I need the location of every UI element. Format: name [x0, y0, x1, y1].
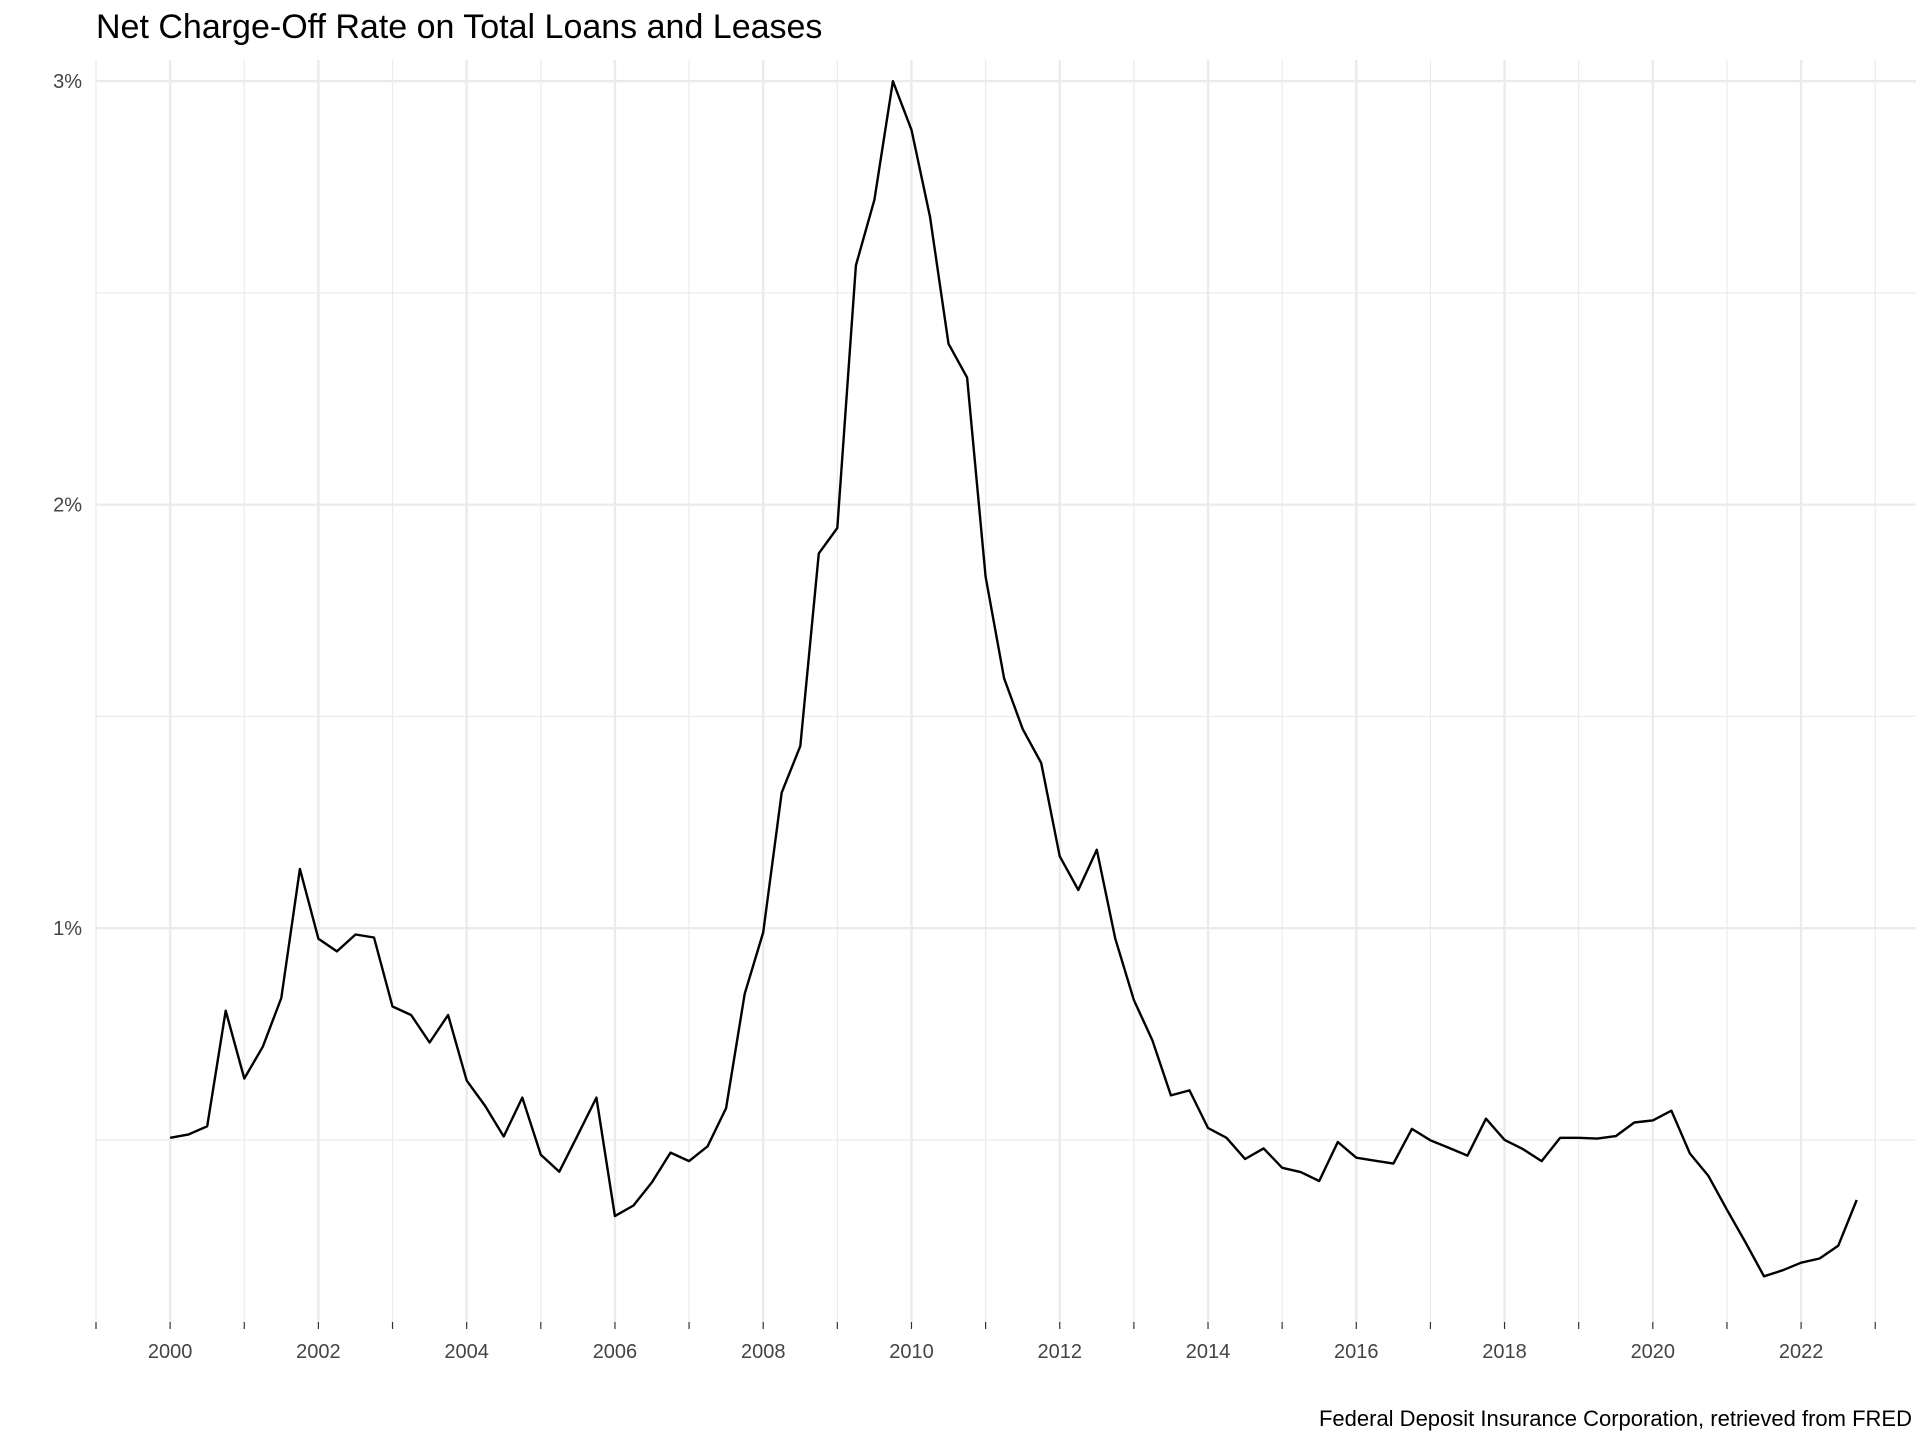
y-axis-tick-labels: 1% 2% 3% — [53, 71, 82, 940]
y-tick-label: 3% — [53, 71, 82, 93]
y-tick-label: 1% — [53, 918, 82, 940]
x-tick-label: 2022 — [1779, 1341, 1824, 1363]
chart-title: Net Charge-Off Rate on Total Loans and L… — [96, 8, 823, 46]
x-tick-label: 2018 — [1482, 1341, 1527, 1363]
chart-caption: Federal Deposit Insurance Corporation, r… — [1318, 1406, 1912, 1431]
x-tick-label: 2002 — [296, 1341, 341, 1363]
x-tick-label: 2000 — [148, 1341, 193, 1363]
y-tick-label: 2% — [53, 495, 82, 517]
x-tick-label: 2012 — [1037, 1341, 1082, 1363]
x-tick-label: 2008 — [741, 1341, 786, 1363]
series-layer — [169, 79, 1858, 1278]
x-tick-label: 2020 — [1631, 1341, 1676, 1363]
series-line — [169, 79, 1858, 1278]
minor-gridlines — [95, 60, 1916, 1322]
x-axis-ticks — [95, 1322, 1876, 1329]
x-tick-label: 2004 — [444, 1341, 489, 1363]
x-tick-label: 2010 — [889, 1341, 934, 1363]
x-tick-label: 2014 — [1186, 1341, 1231, 1363]
x-axis-tick-labels: 2000 2002 2004 2006 2008 2010 2012 2014 2016 2018… — [148, 1341, 1823, 1363]
x-tick-label: 2006 — [593, 1341, 638, 1363]
major-gridlines — [96, 60, 1916, 1322]
x-tick-label: 2016 — [1334, 1341, 1379, 1363]
